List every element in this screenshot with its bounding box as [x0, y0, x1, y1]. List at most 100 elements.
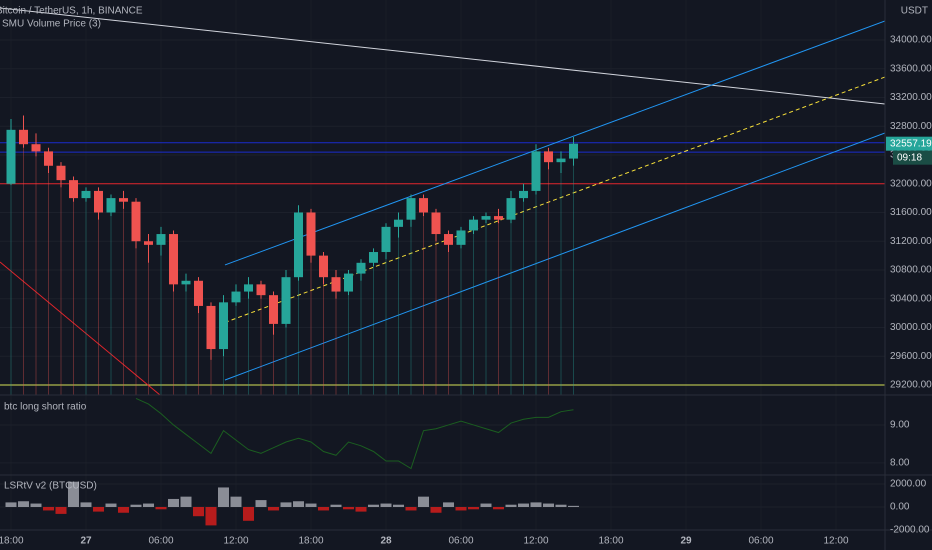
y-tick-label: -2000.00 [890, 525, 930, 536]
x-tick-label: 06:00 [748, 536, 773, 547]
histogram-bar [443, 502, 454, 508]
price-tag [886, 136, 932, 151]
histogram-bar [118, 507, 129, 513]
y-tick-label: 31200.00 [890, 236, 932, 247]
candle-body [419, 198, 428, 213]
histogram-bar [555, 504, 567, 508]
price-tag-label: 32557.19 [890, 138, 932, 149]
x-tick-label: 29 [680, 536, 692, 547]
candle-body [356, 262, 366, 274]
candle-body [394, 219, 403, 227]
histogram-bar [155, 507, 167, 510]
candle-body [219, 302, 228, 350]
candle-body [481, 216, 491, 220]
histogram-bar [330, 504, 342, 508]
candle-body [469, 219, 478, 231]
y-tick-label: 30000.00 [890, 322, 932, 333]
candle-body [269, 295, 278, 324]
histogram-bar [530, 502, 542, 508]
candle-body [56, 165, 66, 181]
histogram-bar [243, 507, 254, 521]
candle-body [256, 284, 266, 296]
y-tick-label: 29600.00 [890, 351, 932, 362]
histogram-bar [268, 507, 279, 511]
candle-body [331, 277, 341, 292]
indicator-title: SMU Volume Price (3) [2, 19, 101, 30]
histogram-bar [30, 503, 42, 508]
x-tick-label: 12:00 [523, 536, 548, 547]
candle-body [519, 190, 528, 199]
histogram-bar [543, 503, 554, 508]
y-tick-label: 33600.00 [890, 63, 932, 74]
histogram-bar [193, 507, 204, 517]
candle-body [206, 305, 216, 350]
y-tick-label: 8.00 [890, 458, 910, 469]
candle-body [281, 277, 291, 324]
candle-body [506, 198, 516, 220]
y-tick-label: 0.00 [890, 502, 910, 513]
candle-body [69, 180, 78, 199]
ratio-line [135, 397, 574, 470]
candle-body [169, 234, 178, 285]
histogram-bar [55, 507, 67, 514]
candle-body [181, 280, 191, 285]
x-tick-label: 06:00 [148, 536, 173, 547]
histogram-bar [568, 505, 579, 508]
x-tick-label: 18:00 [598, 536, 623, 547]
y-tick-label: 33200.00 [890, 92, 932, 103]
histogram-bar [18, 501, 29, 508]
candle-body [131, 201, 141, 242]
histogram-bar [143, 503, 154, 508]
candle-body [106, 198, 116, 213]
candle-body [319, 255, 328, 278]
candle-body [306, 212, 316, 256]
histogram-bar [480, 503, 492, 508]
x-tick-label: 12:00 [223, 536, 248, 547]
y-tick-label: 31600.00 [890, 207, 932, 218]
countdown-label: 09:18 [897, 152, 922, 163]
histogram-bar [468, 507, 479, 510]
candle-body [81, 190, 91, 199]
x-tick-label: 18:00 [298, 536, 323, 547]
candle-body [556, 158, 566, 163]
histogram-bar [318, 507, 329, 511]
y-tick-label: 32800.00 [890, 121, 932, 132]
histogram-bar [430, 507, 442, 513]
histogram-bar [93, 507, 104, 512]
histogram-bar [493, 507, 504, 510]
histogram-bar [68, 481, 79, 508]
candle-body [369, 252, 378, 263]
currency-label: USDT [901, 6, 928, 17]
candle-body [31, 144, 41, 152]
x-tick-label: 18:00 [0, 536, 24, 547]
candle-body [119, 198, 128, 202]
trend-line [224, 132, 885, 381]
histogram-bar [5, 502, 17, 508]
histogram-bar [43, 507, 54, 511]
histogram-bar [105, 503, 117, 508]
candle-body [19, 129, 28, 145]
candle-body [194, 280, 203, 306]
histogram-bar [255, 500, 267, 508]
trend-line [0, 261, 161, 396]
candle-body [294, 212, 303, 278]
y-tick-label: 2000.00 [890, 479, 927, 490]
histogram-bar [80, 502, 92, 508]
y-tick-label: 34000.00 [890, 35, 932, 46]
candle-body [244, 284, 253, 292]
histogram-bar [218, 487, 229, 508]
histogram-bar [205, 507, 217, 526]
histogram-bar [518, 503, 529, 508]
histogram-bar [380, 503, 392, 508]
y-tick-label: 30800.00 [890, 265, 932, 276]
candle-body [231, 291, 241, 303]
histogram-bar [418, 496, 429, 508]
candle-body [406, 198, 416, 220]
histogram-bar [230, 496, 242, 508]
candle-body [6, 129, 16, 184]
plot-area [0, 7, 885, 526]
x-tick-label: 06:00 [448, 536, 473, 547]
y-tick-label: 32000.00 [890, 178, 932, 189]
histogram-bar [343, 507, 354, 510]
